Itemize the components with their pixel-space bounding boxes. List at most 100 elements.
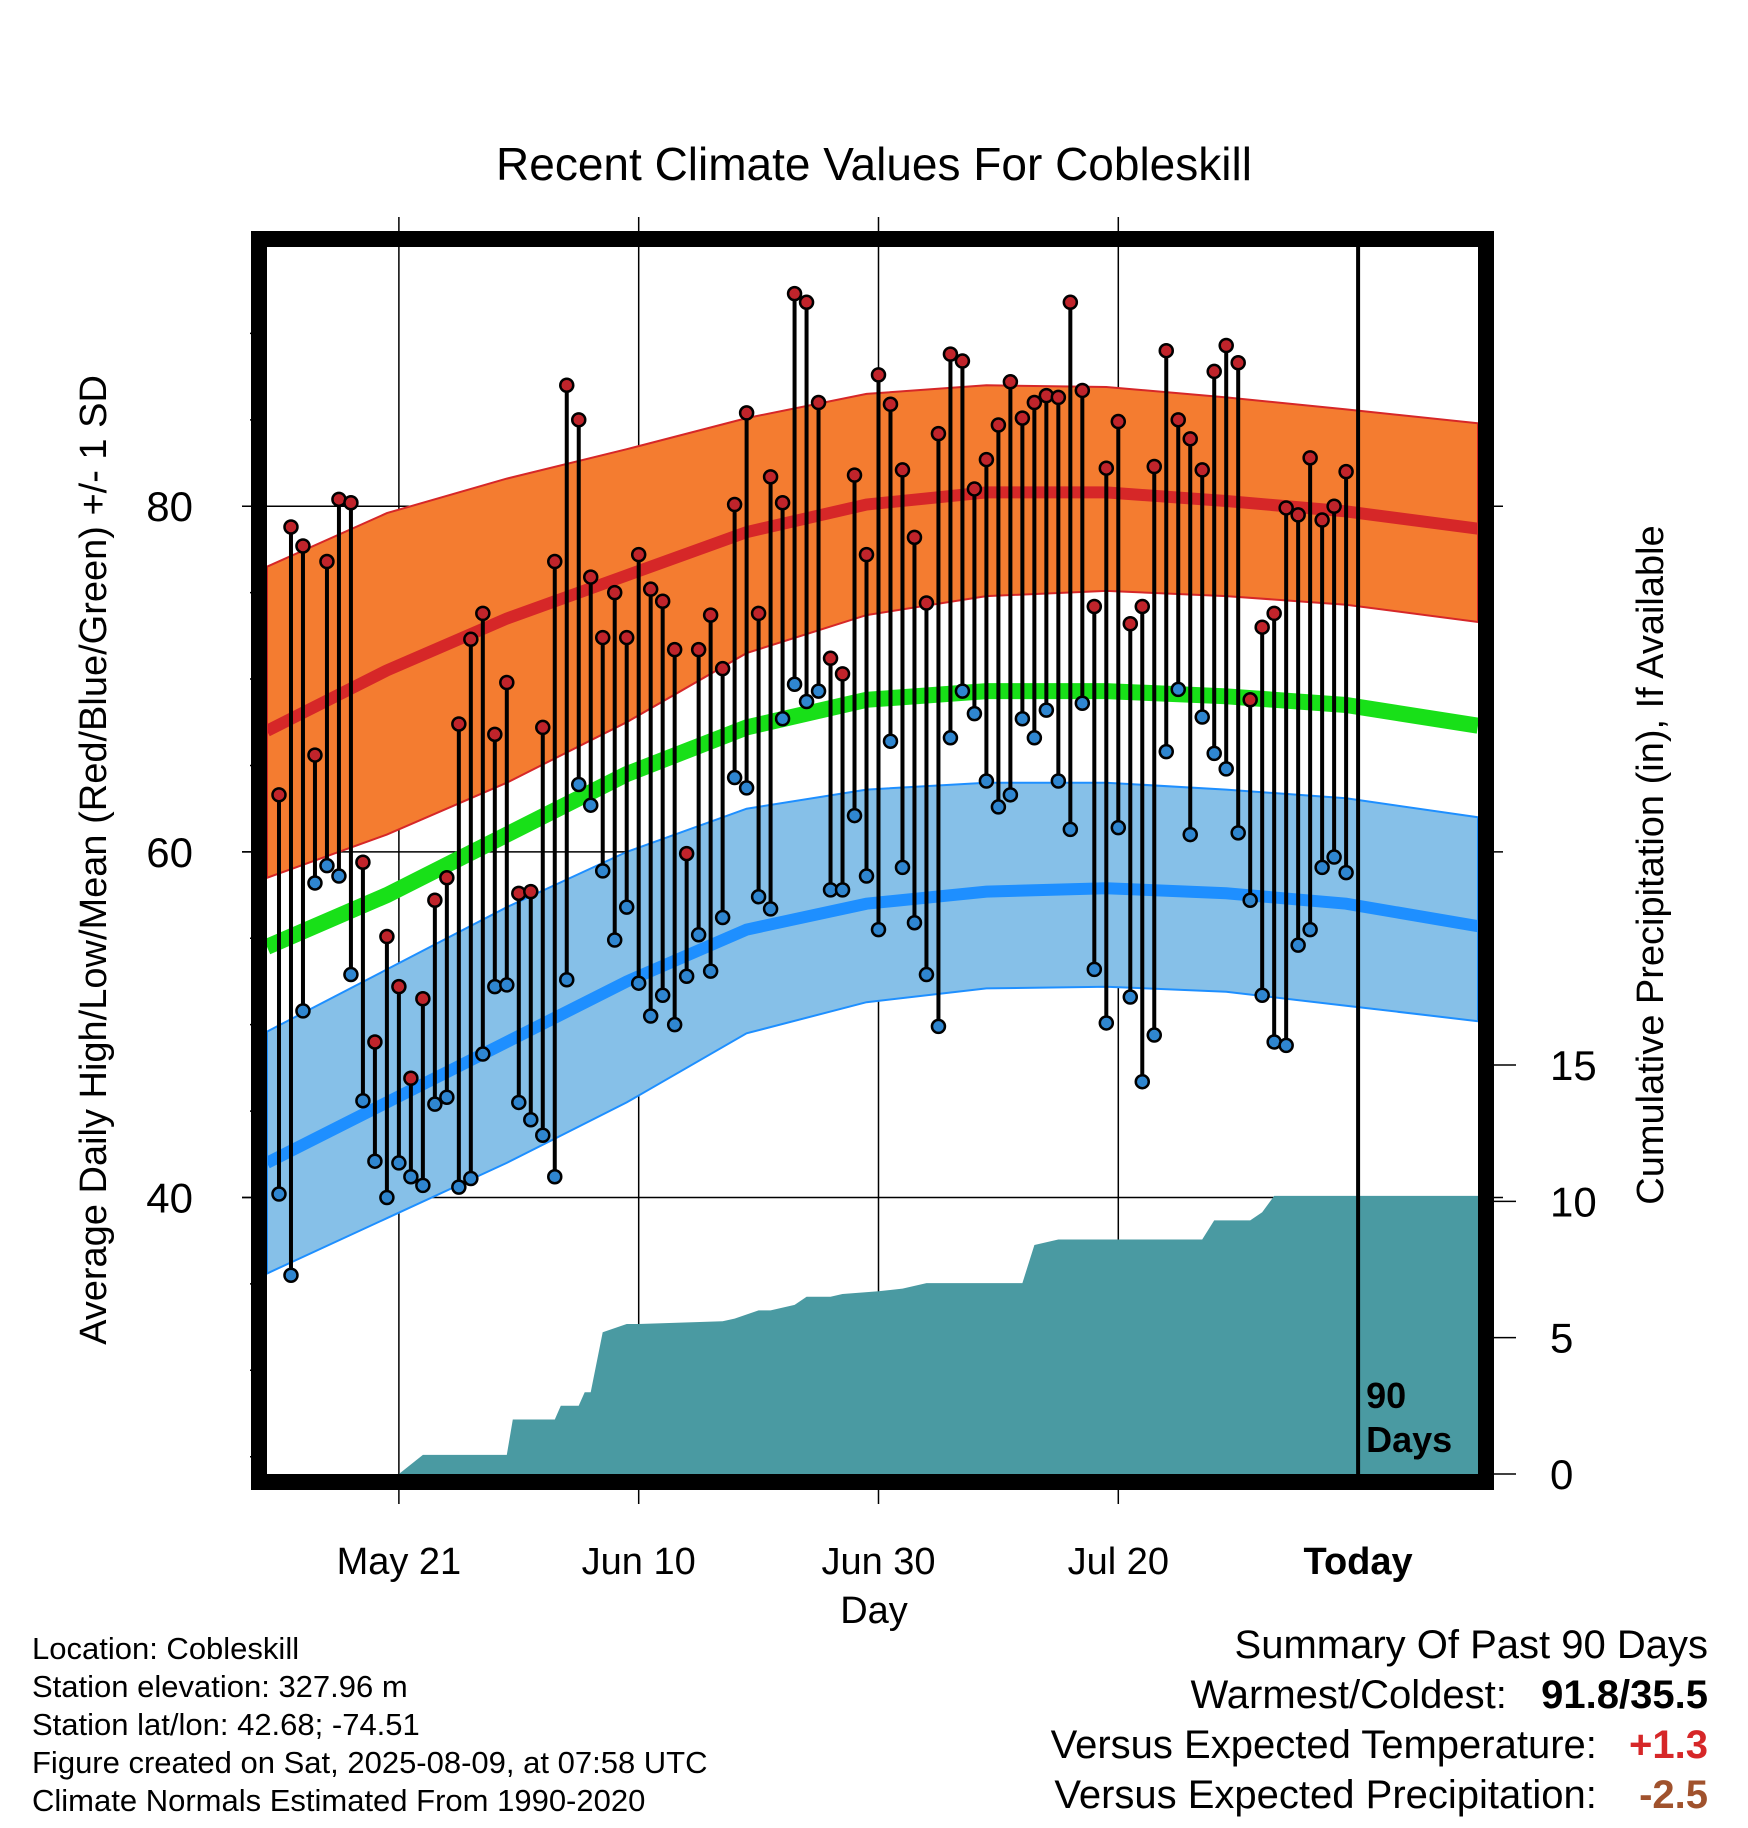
low-point: [319, 857, 335, 874]
low-point: [786, 676, 803, 692]
low-point: [1146, 1027, 1163, 1043]
high-point: [834, 666, 851, 682]
high-point: [475, 605, 491, 622]
high-point: [1194, 462, 1210, 478]
warm-cold-label: Warmest/Coldest:: [1190, 1673, 1507, 1717]
high-point: [570, 412, 587, 428]
high-point: [1278, 500, 1294, 516]
y-tick-label: 40: [146, 1174, 193, 1221]
location-text: Location: Cobleskill: [32, 1631, 300, 1666]
low-point: [415, 1177, 431, 1194]
y2-tick-label: 10: [1550, 1178, 1597, 1225]
high-point: [355, 854, 371, 870]
low-point: [606, 932, 623, 948]
summary-panel: Summary Of Past 90 Days Warmest/Coldest:…: [1051, 1620, 1708, 1820]
high-point: [523, 883, 539, 900]
created-text: Figure created on Sat, 2025-08-09, at 07…: [32, 1745, 708, 1780]
high-point: [582, 569, 599, 585]
low-point: [858, 868, 875, 884]
x-tick-label: Jul 20: [1068, 1541, 1169, 1583]
high-point: [415, 991, 431, 1007]
high-point: [1026, 394, 1043, 411]
high-point: [666, 641, 683, 658]
low-point: [367, 1153, 383, 1169]
low-point: [427, 1096, 443, 1112]
low-point: [990, 799, 1007, 815]
low-point: [1122, 989, 1139, 1005]
low-point: [451, 1179, 467, 1195]
low-point: [1278, 1037, 1294, 1054]
low-point: [1326, 849, 1342, 865]
low-point: [966, 705, 983, 722]
high-point: [1086, 598, 1103, 615]
low-point: [654, 987, 671, 1004]
low-point: [726, 769, 743, 786]
x-tick-label: Today: [1304, 1541, 1413, 1583]
high-point: [1170, 412, 1186, 428]
high-point: [906, 529, 923, 546]
low-point: [918, 966, 935, 983]
low-point: [271, 1186, 287, 1202]
high-point: [630, 546, 647, 563]
low-point: [678, 968, 695, 985]
low-point: [1206, 745, 1222, 762]
high-point: [283, 519, 299, 535]
high-point: [894, 462, 911, 478]
high-point: [1134, 598, 1151, 615]
low-point: [846, 807, 863, 824]
low-point: [1290, 937, 1306, 953]
low-point: [630, 975, 647, 991]
high-point: [343, 495, 359, 511]
y-tick-label: 80: [146, 483, 193, 530]
temp-label: Versus Expected Temperature:: [1050, 1723, 1597, 1767]
chart-title: Recent Climate Values For Cobleskill: [496, 138, 1252, 190]
high-point: [762, 469, 779, 485]
low-point: [906, 914, 923, 931]
high-point: [738, 405, 755, 421]
low-point: [1314, 859, 1330, 876]
low-point: [570, 776, 587, 793]
high-point: [606, 584, 623, 601]
latlon-text: Station lat/lon: 42.68; -74.51: [32, 1707, 420, 1742]
high-point: [1338, 463, 1354, 480]
high-point: [1062, 294, 1079, 311]
high-point: [1218, 337, 1234, 354]
high-point: [942, 346, 959, 362]
high-point: [1302, 450, 1318, 466]
low-point: [690, 927, 707, 943]
high-point: [451, 716, 467, 732]
low-point: [774, 711, 791, 727]
high-point: [1098, 460, 1115, 476]
low-point: [1302, 921, 1318, 938]
high-point: [295, 538, 311, 554]
low-point: [1158, 743, 1175, 760]
low-point: [295, 1003, 311, 1019]
y-tick-label: 60: [146, 829, 193, 876]
high-point: [966, 481, 983, 497]
high-point: [1014, 410, 1031, 426]
precip-area: [267, 1195, 1478, 1474]
high-point: [618, 629, 635, 646]
low-point: [511, 1094, 527, 1111]
low-point: [1086, 961, 1103, 978]
low-point: [1182, 826, 1198, 843]
low-point: [547, 1169, 563, 1185]
high-point: [822, 650, 839, 667]
x-tick-label: Jun 10: [582, 1541, 696, 1583]
precip-label: Versus Expected Precipitation:: [1054, 1773, 1597, 1817]
low-point: [798, 693, 815, 710]
low-point: [1218, 761, 1234, 777]
low-point: [894, 859, 911, 876]
high-point: [702, 607, 719, 623]
high-point: [954, 353, 971, 369]
high-point: [1122, 615, 1139, 632]
high-point: [1230, 355, 1246, 371]
y2-tick-label: 5: [1550, 1315, 1573, 1362]
low-point: [379, 1189, 395, 1206]
high-point: [750, 605, 767, 622]
high-point: [990, 417, 1007, 433]
high-point: [559, 377, 575, 394]
summary-title: Summary Of Past 90 Days: [1234, 1623, 1708, 1667]
low-point: [1098, 1015, 1115, 1031]
